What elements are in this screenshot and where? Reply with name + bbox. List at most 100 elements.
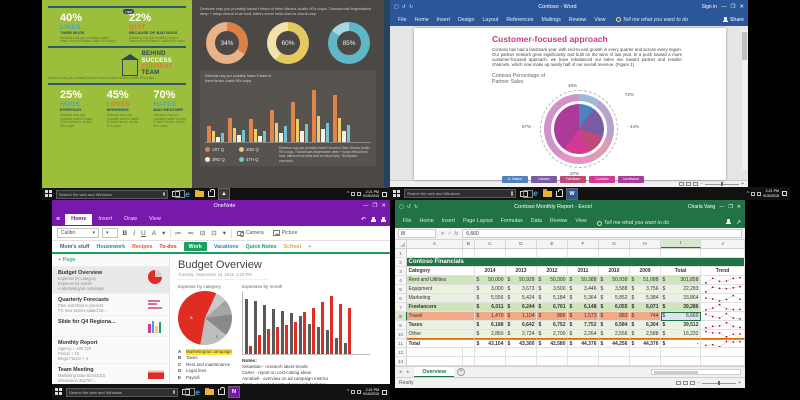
cell-trend-sparkline[interactable]: [701, 285, 745, 294]
hamburger-icon[interactable]: ≡: [56, 215, 61, 223]
taskbar-search-box[interactable]: Search the web and Windows: [66, 387, 178, 397]
signin-label[interactable]: Sign in: [701, 3, 717, 10]
cell-value[interactable]: $50,000: [475, 276, 506, 285]
cell-category[interactable]: Rent and Utilities: [407, 276, 475, 285]
cell[interactable]: [407, 348, 463, 357]
page-list-item[interactable]: Team Meeting Marketing Date 8/26/2015 Disc…: [52, 364, 169, 384]
cell[interactable]: [407, 249, 463, 258]
cell-value[interactable]: $50,300: [537, 276, 568, 285]
cell-value[interactable]: $6,752: [537, 321, 568, 330]
cell-value[interactable]: $3,588: [599, 285, 630, 294]
header-year[interactable]: 2012: [537, 267, 568, 276]
section-tab-school[interactable]: School: [283, 243, 302, 250]
row-number[interactable]: 8: [395, 312, 407, 321]
cell-total[interactable]: $16,232: [661, 330, 701, 339]
ribbon-tab-insert[interactable]: Insert: [441, 218, 455, 224]
enter-icon[interactable]: ✓: [447, 230, 452, 237]
cell-value[interactable]: $3,446: [568, 285, 599, 294]
ribbon-tab-mailings[interactable]: Mailings: [541, 16, 561, 23]
cell[interactable]: [661, 348, 701, 357]
cell-value[interactable]: $5,424: [506, 294, 537, 303]
tray-chevron-icon[interactable]: ^: [346, 191, 349, 197]
cell-value[interactable]: $6,055: [599, 303, 630, 312]
action-center-icon[interactable]: [382, 191, 387, 197]
cell-value[interactable]: $2,556: [599, 330, 630, 339]
cell-value[interactable]: $1,573: [568, 312, 599, 321]
start-button[interactable]: [393, 189, 401, 198]
header-trend[interactable]: Trend: [701, 267, 745, 276]
header-year[interactable]: 2009: [630, 267, 661, 276]
network-icon[interactable]: [751, 191, 755, 196]
microphone-icon[interactable]: [162, 191, 165, 197]
indent-button[interactable]: ⊟: [199, 230, 206, 237]
column-header-H[interactable]: H: [630, 240, 661, 248]
cell[interactable]: [506, 249, 537, 258]
file-explorer-button[interactable]: [543, 189, 552, 198]
row-number[interactable]: 1: [395, 249, 407, 258]
underline-button[interactable]: U: [141, 229, 146, 237]
cell-value[interactable]: $3,673: [506, 285, 537, 294]
file-explorer-button[interactable]: [195, 189, 204, 199]
ribbon-tab-review[interactable]: Review: [568, 16, 587, 23]
cell-category[interactable]: Marketing: [407, 294, 475, 303]
highlight-button[interactable]: A: [151, 229, 157, 237]
cell-value[interactable]: $6,304: [630, 321, 661, 330]
cell-value[interactable]: $50,938: [599, 276, 630, 285]
undo-icon[interactable]: ↺: [406, 203, 411, 210]
cell[interactable]: [568, 249, 599, 258]
cell-value[interactable]: $44,376: [630, 339, 661, 348]
select-all-corner[interactable]: [395, 240, 407, 248]
undo-icon[interactable]: ↺: [401, 3, 406, 10]
start-button[interactable]: [45, 190, 53, 198]
section-tab-recipes[interactable]: Recipes: [132, 243, 153, 250]
page-list-item[interactable]: Monthly Report Agency = 100 320 Period + 1…: [52, 337, 169, 364]
row-number[interactable]: 4: [395, 276, 407, 285]
volume-icon[interactable]: [357, 192, 361, 196]
close-button[interactable]: ✕: [381, 203, 386, 209]
cell[interactable]: [568, 348, 599, 357]
cell-value[interactable]: $50,388: [568, 276, 599, 285]
store-button[interactable]: [555, 188, 564, 198]
page-layout-icon[interactable]: [683, 381, 689, 385]
row-number[interactable]: 7: [395, 303, 407, 312]
section-tab-housework[interactable]: Housework: [96, 243, 126, 250]
taskbar-clock[interactable]: 2:21 PM 9/15/2015: [363, 190, 379, 198]
cancel-icon[interactable]: ✕: [440, 230, 445, 237]
cell-trend-sparkline[interactable]: [701, 303, 745, 312]
cell-value[interactable]: $6,071: [630, 303, 661, 312]
cell-total[interactable]: $39,286: [661, 303, 701, 312]
ribbon-tab-layout[interactable]: Layout: [482, 16, 499, 23]
edge-button[interactable]: e: [193, 388, 202, 397]
cell-total[interactable]: $ -: [661, 339, 701, 348]
microphone-icon[interactable]: [172, 389, 175, 395]
volume-icon[interactable]: [357, 390, 361, 394]
edge-button[interactable]: e: [531, 189, 540, 198]
cell[interactable]: [568, 357, 599, 366]
store-button[interactable]: [217, 387, 226, 397]
cell-value[interactable]: $51,088: [630, 276, 661, 285]
action-center-icon[interactable]: [782, 191, 787, 196]
row-number[interactable]: 6: [395, 294, 407, 303]
network-icon[interactable]: [351, 192, 355, 196]
taskbar-search-box[interactable]: Search the web and Windows: [404, 189, 516, 198]
undo-icon[interactable]: ↶: [360, 216, 366, 223]
ribbon-tab-page-layout[interactable]: Page Layout: [462, 218, 493, 224]
ribbon-tab-formulas[interactable]: Formulas: [500, 218, 523, 224]
cell-value[interactable]: $6,148: [568, 303, 599, 312]
action-center-icon[interactable]: [382, 389, 387, 395]
cell-trend-sparkline[interactable]: [701, 294, 745, 303]
section-tab-mom-s-stuff[interactable]: Mom's stuff: [60, 243, 90, 250]
cell-trend-sparkline[interactable]: [701, 330, 745, 339]
cell-value[interactable]: $6,701: [537, 303, 568, 312]
ribbon-tab-home[interactable]: Home: [419, 218, 434, 224]
cell[interactable]: [701, 357, 745, 366]
ribbon-tab-view[interactable]: View: [148, 216, 161, 222]
vertical-scrollbar[interactable]: [742, 30, 747, 170]
redo-icon[interactable]: ↻: [408, 3, 414, 10]
cell-category[interactable]: Travel: [407, 312, 475, 321]
page-list-item[interactable]: Slide for Q4 Regiona...: [52, 316, 169, 337]
cell-trend-sparkline[interactable]: [701, 276, 745, 285]
cell-total[interactable]: $33,864: [661, 294, 701, 303]
cell[interactable]: [537, 357, 568, 366]
cell[interactable]: [475, 249, 506, 258]
